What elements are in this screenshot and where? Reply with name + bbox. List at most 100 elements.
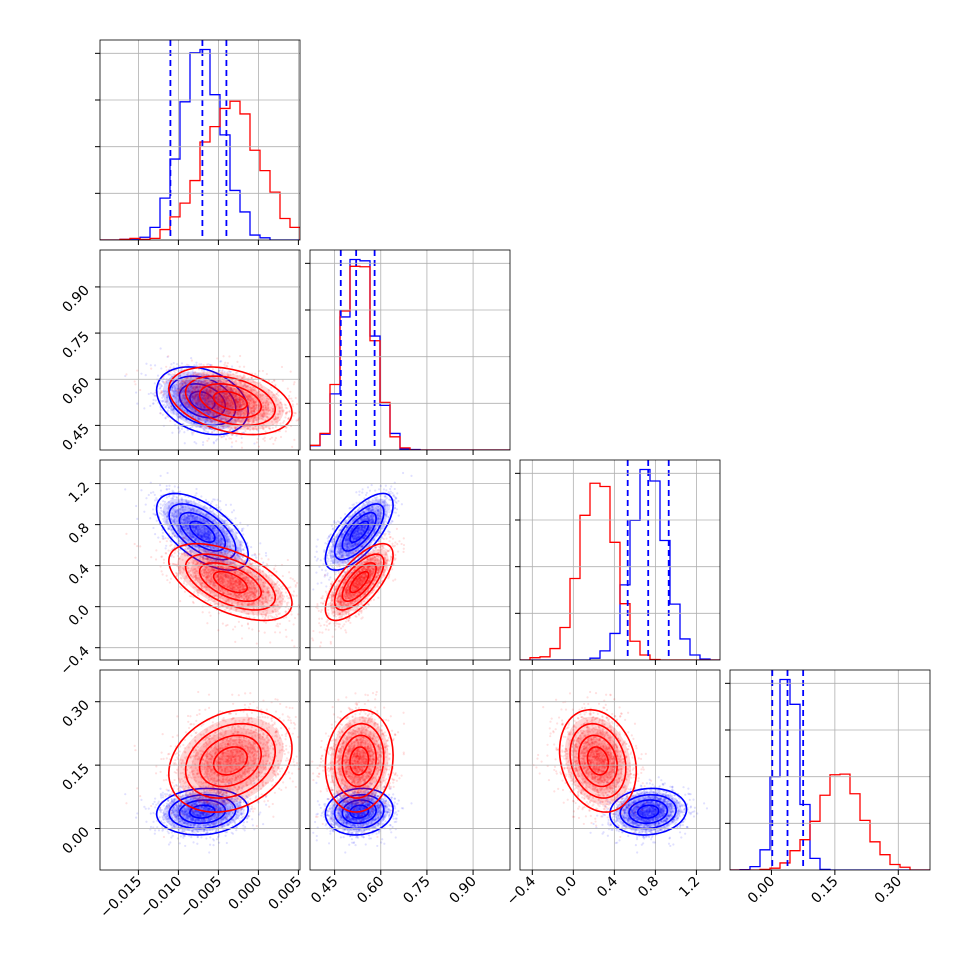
scatter-point: [161, 391, 163, 393]
scatter-point: [166, 485, 168, 487]
scatter-point: [251, 554, 253, 556]
scatter-point: [165, 547, 167, 549]
scatter-point: [306, 425, 308, 427]
scatter-point: [198, 363, 200, 365]
scatter-point: [275, 437, 277, 439]
scatter-point: [240, 451, 242, 453]
scatter-point: [172, 389, 174, 391]
scatter-point: [268, 380, 270, 382]
scatter-point: [165, 417, 167, 419]
scatter-point: [225, 365, 227, 367]
scatter-point: [152, 491, 154, 493]
scatter-point: [143, 407, 145, 409]
scatter-point: [148, 393, 150, 395]
scatter-point: [216, 357, 218, 359]
scatter-point: [220, 436, 222, 438]
scatter-point: [171, 432, 173, 434]
scatter-point: [231, 446, 233, 448]
scatter-point: [169, 366, 171, 368]
scatter-point: [274, 439, 276, 441]
scatter-point: [262, 370, 264, 372]
scatter-point: [136, 518, 138, 520]
scatter-point: [181, 362, 183, 364]
scatter-point: [231, 365, 233, 367]
scatter-point: [279, 423, 281, 425]
scatter-point: [230, 519, 232, 521]
scatter-point: [281, 366, 283, 368]
scatter-point: [160, 347, 162, 349]
scatter-point: [241, 441, 243, 443]
scatter-point: [239, 366, 241, 368]
scatter-point: [285, 404, 287, 406]
scatter-point: [275, 426, 277, 428]
scatter-point: [125, 373, 127, 375]
scatter-point: [166, 369, 168, 371]
scatter-point: [160, 367, 162, 369]
scatter-point: [228, 370, 230, 372]
scatter-point: [135, 391, 137, 393]
scatter-point: [314, 422, 316, 424]
scatter-point: [255, 556, 257, 558]
scatter-point: [166, 400, 168, 402]
scatter-point: [292, 405, 294, 407]
scatter-point: [289, 391, 291, 393]
scatter-point: [206, 364, 208, 366]
scatter-point: [273, 380, 275, 382]
scatter-point: [290, 397, 292, 399]
scatter-point: [165, 545, 167, 547]
scatter-point: [235, 372, 237, 374]
scatter-point: [227, 362, 229, 364]
scatter-point: [150, 392, 152, 394]
scatter-point: [239, 355, 241, 357]
scatter-point: [293, 381, 295, 383]
scatter-point: [168, 488, 170, 490]
scatter-point: [143, 511, 145, 513]
scatter-point: [241, 447, 243, 449]
scatter-point: [254, 373, 256, 375]
scatter-point: [183, 372, 185, 374]
scatter-point: [194, 495, 196, 497]
scatter-point: [293, 412, 295, 414]
scatter-point: [152, 508, 154, 510]
scatter-point: [169, 402, 171, 404]
scatter-point: [190, 357, 192, 359]
scatter-point: [264, 430, 266, 432]
scatter-point: [243, 366, 245, 368]
scatter-point: [145, 497, 147, 499]
scatter-point: [170, 374, 172, 376]
scatter-point: [219, 360, 221, 362]
scatter-point: [288, 395, 290, 397]
scatter-point: [223, 364, 225, 366]
scatter-point: [236, 532, 238, 534]
scatter-point: [170, 405, 172, 407]
scatter-point: [271, 436, 273, 438]
scatter-point: [293, 415, 295, 417]
scatter-point: [152, 513, 154, 515]
scatter-point: [152, 393, 154, 395]
scatter-point: [150, 364, 152, 366]
scatter-point: [170, 363, 172, 365]
scatter-point: [256, 441, 258, 443]
scatter-point: [175, 389, 177, 391]
scatter-point: [178, 428, 180, 430]
scatter-point: [150, 368, 152, 370]
scatter-point: [198, 501, 200, 503]
scatter-point: [243, 374, 245, 376]
scatter-point: [155, 399, 157, 401]
scatter-point: [296, 403, 298, 405]
scatter-point: [145, 374, 147, 376]
scatter-point: [164, 537, 166, 539]
panel-content: [124, 347, 327, 453]
scatter-point: [285, 430, 287, 432]
scatter-point: [184, 442, 186, 444]
scatter-point: [233, 509, 235, 511]
scatter-point: [307, 383, 309, 385]
scatter-point: [211, 364, 213, 366]
scatter-point: [162, 414, 164, 416]
scatter-point: [159, 387, 161, 389]
scatter-point: [183, 431, 185, 433]
scatter-point: [258, 445, 260, 447]
scatter-point: [257, 438, 259, 440]
panel-2-0: [95, 460, 327, 665]
scatter-point: [200, 419, 202, 421]
